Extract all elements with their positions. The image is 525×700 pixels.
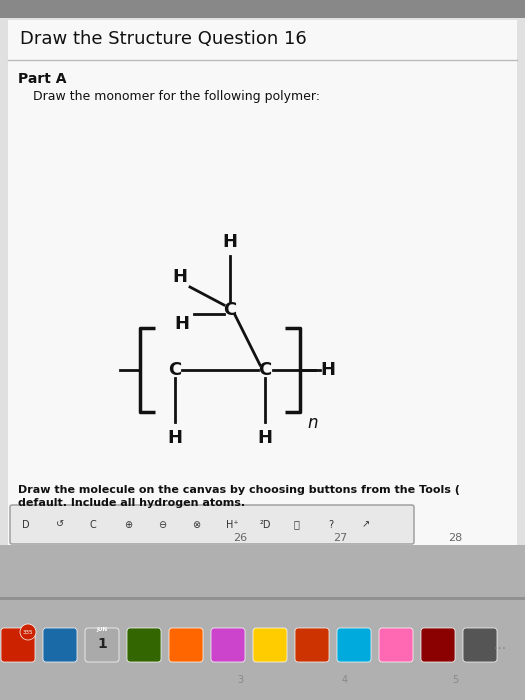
Text: 1: 1 [97,637,107,651]
Text: ⊗: ⊗ [192,519,200,529]
Text: JUN: JUN [97,627,108,633]
Text: H: H [173,268,187,286]
Text: 5: 5 [452,675,458,685]
FancyBboxPatch shape [85,628,119,662]
Text: H: H [257,429,272,447]
Text: Draw the molecule on the canvas by choosing buttons from the Tools (: Draw the molecule on the canvas by choos… [18,485,460,495]
FancyBboxPatch shape [43,628,77,662]
Text: 4: 4 [342,675,348,685]
Text: Part A: Part A [18,72,67,86]
FancyBboxPatch shape [1,628,35,662]
FancyBboxPatch shape [10,505,414,544]
FancyBboxPatch shape [295,628,329,662]
Text: 3: 3 [237,675,243,685]
FancyBboxPatch shape [127,628,161,662]
Text: Draw the Structure Question 16: Draw the Structure Question 16 [20,30,307,48]
FancyBboxPatch shape [463,628,497,662]
FancyBboxPatch shape [337,628,371,662]
Text: 27: 27 [333,533,347,543]
FancyBboxPatch shape [211,628,245,662]
Text: 🔒: 🔒 [294,519,300,529]
Text: H: H [174,315,190,333]
Text: 335: 335 [23,629,33,634]
Bar [8,20,517,545]
Text: H: H [223,233,237,251]
Text: C: C [258,361,271,379]
Text: ...: ... [494,638,507,652]
Text: ²D: ²D [260,519,271,529]
Text: H: H [167,429,183,447]
Text: C: C [169,361,182,379]
Text: ↺: ↺ [56,519,64,529]
Text: C: C [223,301,237,319]
Text: D: D [22,519,29,529]
Circle shape [20,624,36,640]
FancyBboxPatch shape [169,628,203,662]
Text: 26: 26 [233,533,247,543]
Text: ↗: ↗ [362,519,370,529]
Bar [0,545,525,700]
Text: ?: ? [328,519,333,529]
Text: ⊖: ⊖ [158,519,166,529]
Text: default. Include all hydrogen atoms.: default. Include all hydrogen atoms. [18,498,245,508]
Bar [0,0,525,18]
Text: H: H [320,361,335,379]
Bar [0,597,525,600]
Text: H⁺: H⁺ [226,519,239,529]
Text: n: n [307,414,318,432]
Text: Draw the monomer for the following polymer:: Draw the monomer for the following polym… [33,90,320,103]
FancyBboxPatch shape [379,628,413,662]
Text: ⊕: ⊕ [124,519,132,529]
FancyBboxPatch shape [253,628,287,662]
Text: C: C [90,519,97,529]
FancyBboxPatch shape [421,628,455,662]
Text: 28: 28 [448,533,462,543]
